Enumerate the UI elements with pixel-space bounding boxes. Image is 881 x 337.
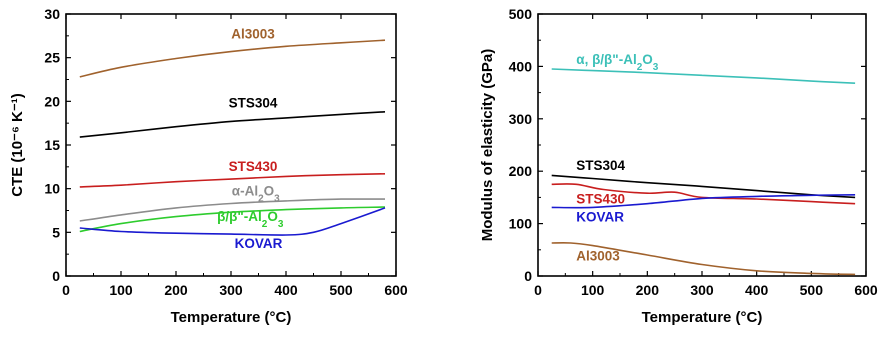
series-label-sts430: STS430 <box>229 159 278 174</box>
series-label-al2o3: α, β/β"-Al2O3 <box>576 52 659 73</box>
series-label-sts304: STS304 <box>229 95 278 110</box>
x-axis-title: Temperature (°C) <box>642 309 763 326</box>
x-tick-label: 500 <box>329 282 353 298</box>
x-tick-label: 400 <box>745 282 769 298</box>
x-tick-label: 300 <box>219 282 243 298</box>
series-line-al2o3 <box>551 68 856 84</box>
y-tick-label: 100 <box>509 216 533 232</box>
x-tick-label: 400 <box>274 282 298 298</box>
series-label-al2o3: β/β"-Al2O3 <box>217 209 284 230</box>
y-tick-label: 300 <box>509 111 533 127</box>
series-label-al3003: Al3003 <box>576 248 620 263</box>
cte-chart: 0 100 200 300 400 500 600 0 5 10 15 20 25 30 Temperatu… <box>9 6 408 326</box>
x-axis-title: Temperature (°C) <box>171 309 292 326</box>
y-tick-label: 0 <box>52 268 60 284</box>
modulus-chart: 0 100 200 300 400 500 600 0 100 200 300 400 500 Tempe… <box>479 6 878 326</box>
y-tick-label: 500 <box>509 6 533 22</box>
plot-frame <box>65 13 397 277</box>
x-tick-label: 200 <box>636 282 660 298</box>
x-tick-label: 0 <box>62 282 70 298</box>
y-axis-title: Modulus of elasticity (GPa) <box>479 49 496 242</box>
series-line-al3003 <box>551 242 856 276</box>
y-tick-label: 5 <box>52 224 60 240</box>
series-line-sts430 <box>551 183 856 205</box>
x-tick-label: 500 <box>800 282 824 298</box>
series-line-al2o3 <box>79 206 386 233</box>
series-label-sts304: STS304 <box>576 158 625 173</box>
x-tick-label: 300 <box>690 282 714 298</box>
x-tick-label: 100 <box>109 282 133 298</box>
series-line-kovar <box>551 194 856 209</box>
series-label-kovar: KOVAR <box>576 210 624 225</box>
series-line-kovar <box>79 207 386 236</box>
series-label-al2o3: α-Al2O3 <box>232 184 280 205</box>
y-tick-label: 200 <box>509 163 533 179</box>
y-axis-title: CTE (10⁻⁶ K⁻¹) <box>9 93 26 197</box>
y-tick-label: 15 <box>44 137 60 153</box>
y-tick-label: 25 <box>44 50 60 66</box>
y-tick-label: 0 <box>524 268 532 284</box>
series-line-al2o3 <box>79 198 386 222</box>
y-tick-label: 30 <box>44 6 60 22</box>
x-tick-label: 600 <box>854 282 878 298</box>
series-label-sts430: STS430 <box>576 192 625 207</box>
series-line-sts304 <box>79 111 386 138</box>
x-tick-label: 200 <box>164 282 188 298</box>
series-line-sts430 <box>79 173 386 188</box>
x-tick-label: 100 <box>581 282 605 298</box>
y-tick-label: 20 <box>44 93 60 109</box>
x-tick-label: 0 <box>534 282 542 298</box>
series-label-kovar: KOVAR <box>235 236 283 251</box>
series-label-al3003: Al3003 <box>231 26 275 41</box>
series-line-al3003 <box>79 39 386 78</box>
x-tick-label: 600 <box>384 282 408 298</box>
y-tick-label: 400 <box>509 58 533 74</box>
y-tick-label: 10 <box>44 181 60 197</box>
